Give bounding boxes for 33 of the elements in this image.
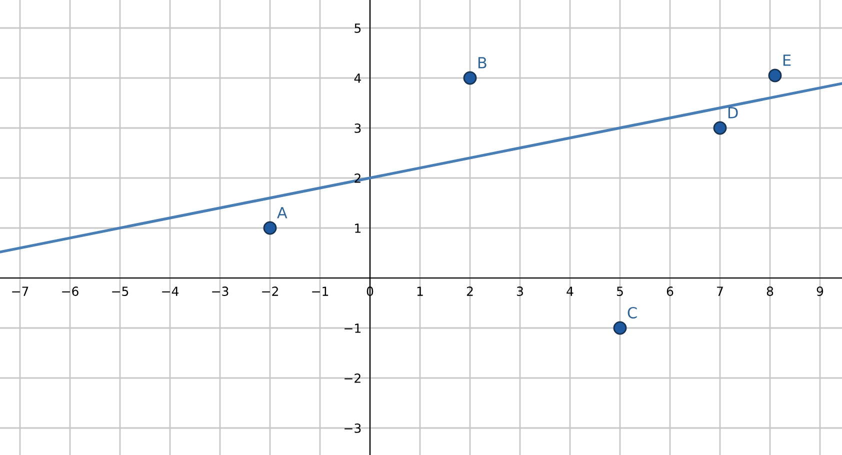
x-tick-label: 6 [666, 286, 674, 296]
annotation: C [628, 306, 637, 318]
point [768, 68, 782, 82]
y-tick-label: −2 [344, 373, 360, 383]
point [263, 221, 277, 235]
x-tick-label: −3 [212, 286, 228, 296]
x-tick-label: −7 [12, 286, 28, 296]
point [463, 71, 477, 85]
y-tick-label: −1 [344, 324, 361, 333]
x-tick-label: −6 [62, 286, 78, 296]
y-tick-label: 4 [354, 74, 361, 83]
x-tick-label: 3 [516, 286, 523, 296]
y-tick-label: 1 [355, 224, 361, 233]
annotation: D [728, 107, 738, 118]
y-tick-label: −3 [344, 423, 361, 433]
x-tick-label: −1 [312, 286, 328, 296]
x-tick-label: 9 [816, 286, 824, 296]
x-tick-label: 5 [616, 286, 623, 296]
annotation: B [478, 57, 486, 68]
x-tick-label: 8 [766, 286, 774, 296]
point [613, 321, 627, 335]
x-tick-label: −4 [162, 286, 179, 296]
x-tick-label: 1 [417, 286, 423, 296]
x-tick-label: 7 [717, 286, 723, 296]
x-tick-label: −2 [262, 286, 278, 296]
annotation: A [277, 207, 288, 218]
y-tick-label: 5 [354, 24, 361, 33]
y-tick-label: 3 [354, 123, 361, 133]
x-tick-label: 2 [466, 286, 473, 296]
annotation: E [783, 54, 791, 66]
x-tick-label: 4 [566, 286, 574, 296]
x-tick-label: −5 [112, 286, 128, 296]
point [713, 121, 727, 135]
